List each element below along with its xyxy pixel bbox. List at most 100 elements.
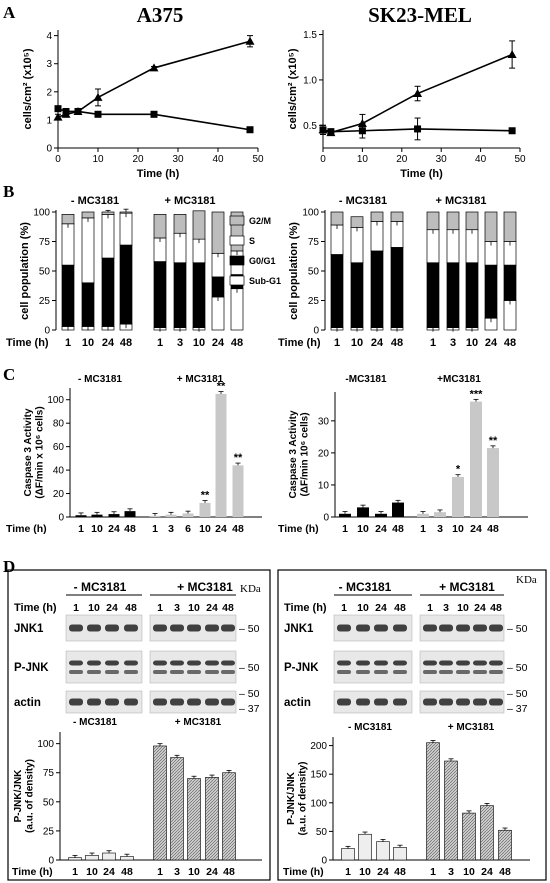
category-label: 10: [351, 337, 363, 349]
category-label: 10: [463, 866, 475, 878]
minus-mc3181-label: - MC3181: [71, 195, 119, 207]
y-tick-label: 20: [318, 448, 330, 459]
bar: [357, 507, 369, 517]
bar-segment: [119, 212, 133, 246]
category-label: 48: [499, 866, 511, 878]
bar: [232, 465, 244, 517]
bar: [205, 777, 219, 861]
blot-band: [105, 670, 119, 674]
lane-label: 24: [375, 602, 387, 614]
time-label: Time (h): [12, 866, 53, 878]
blot-band: [153, 698, 167, 706]
plus-mc3181-label: + MC3181: [164, 195, 215, 207]
x-tick-label: 50: [514, 154, 526, 165]
x-tick-label: 10: [357, 154, 369, 165]
category-label: 10: [357, 523, 369, 535]
y-tick-label: 200: [310, 741, 327, 752]
blot-row-label: actin: [14, 697, 41, 709]
blot-band: [356, 660, 370, 666]
lane-label: 10: [457, 602, 469, 614]
bar-segment: [81, 211, 95, 219]
blot-band: [473, 660, 487, 666]
blot-band: [356, 624, 370, 632]
x-tick-label: 0: [55, 154, 61, 165]
category-label: 10: [188, 866, 200, 878]
y-tick-label: 30: [318, 416, 330, 427]
plus-mc3181-label: + MC3181: [175, 717, 222, 728]
marker-50: – 50: [239, 623, 260, 635]
category-label: 24: [371, 337, 384, 349]
y-tick-label: 25: [39, 296, 51, 307]
plus-mc3181-label: + MC3181: [177, 580, 233, 594]
legend-label: G0/G1: [249, 256, 276, 266]
blot-band: [337, 624, 351, 632]
significance-stars: *: [456, 464, 461, 476]
blot-band: [221, 624, 235, 632]
minus-mc3181-label: -MC3181: [345, 374, 387, 385]
y-tick-label: 60: [53, 442, 65, 453]
point-triangle: [149, 63, 159, 72]
minus-mc3181-label: - MC3181: [348, 722, 392, 733]
blot-membrane: [419, 650, 505, 684]
bar-segment: [61, 223, 75, 266]
bar-segment: [192, 210, 206, 240]
category-label: 3: [437, 523, 443, 535]
plus-mc3181-label: + MC3181: [435, 195, 486, 207]
blot-membrane: [65, 690, 143, 714]
category-label: 24: [485, 337, 498, 349]
bar: [452, 476, 464, 517]
chart-a-sk23mel: 0 10 20 30 40 50 0.5 1.0 1.5 Time (h) cells/cm² (x…: [287, 30, 526, 180]
blot-band: [439, 670, 453, 674]
y-tick-label: 4: [46, 31, 52, 42]
category-label: 1: [430, 866, 436, 878]
category-label: 48: [120, 337, 132, 349]
y-axis-label: cells/cm² (x10⁵): [22, 48, 34, 129]
y-tick-label: 20: [53, 489, 65, 500]
bar-segment: [370, 221, 384, 252]
bar: [182, 513, 194, 517]
category-label: 10: [452, 523, 464, 535]
minus-mc3181-label: - MC3181: [339, 580, 392, 594]
y-axis-label: Caspase 3 Activity(ΔF/min x 10⁶ cells): [23, 406, 46, 498]
bar: [68, 857, 82, 861]
category-label: 48: [121, 866, 133, 878]
bar: [480, 805, 494, 861]
bar-segment: [350, 216, 364, 228]
blot-band: [170, 670, 184, 674]
y-tick-label: 100: [37, 739, 54, 750]
point-triangle: [413, 89, 423, 98]
bar: [187, 778, 201, 861]
y-tick-label: 1.0: [303, 75, 317, 86]
blot-band: [153, 670, 167, 674]
bar: [170, 757, 184, 861]
bar: [153, 745, 167, 861]
lane-label: 3: [174, 602, 180, 614]
point-square: [94, 110, 102, 118]
category-label: 48: [231, 337, 243, 349]
time-label: Time (h): [283, 866, 324, 878]
x-tick-label: 50: [252, 154, 264, 165]
blot-band: [205, 698, 219, 706]
category-label: 3: [450, 337, 456, 349]
y-tick-label: 0: [44, 326, 50, 337]
category-label: 24: [103, 866, 115, 878]
x-tick-label: 40: [212, 154, 224, 165]
blot-band: [473, 624, 487, 632]
category-label: 24: [108, 523, 120, 535]
bar: [222, 772, 236, 861]
category-label: 48: [232, 523, 244, 535]
y-tick-label: 40: [53, 466, 65, 477]
title-sk23mel: SK23-MEL: [368, 3, 472, 27]
bar-segment: [465, 211, 479, 231]
blot-band: [205, 660, 219, 666]
blot-band: [393, 624, 407, 632]
blot-band: [489, 660, 503, 666]
point-square: [327, 128, 335, 136]
significance-stars: ***: [470, 388, 484, 400]
category-label: 3: [177, 337, 183, 349]
bar: [358, 833, 372, 861]
category-label: 48: [392, 523, 404, 535]
y-axis-label: cell population (%): [19, 222, 31, 320]
lane-label: 48: [394, 602, 406, 614]
category-label: 3: [168, 523, 174, 535]
